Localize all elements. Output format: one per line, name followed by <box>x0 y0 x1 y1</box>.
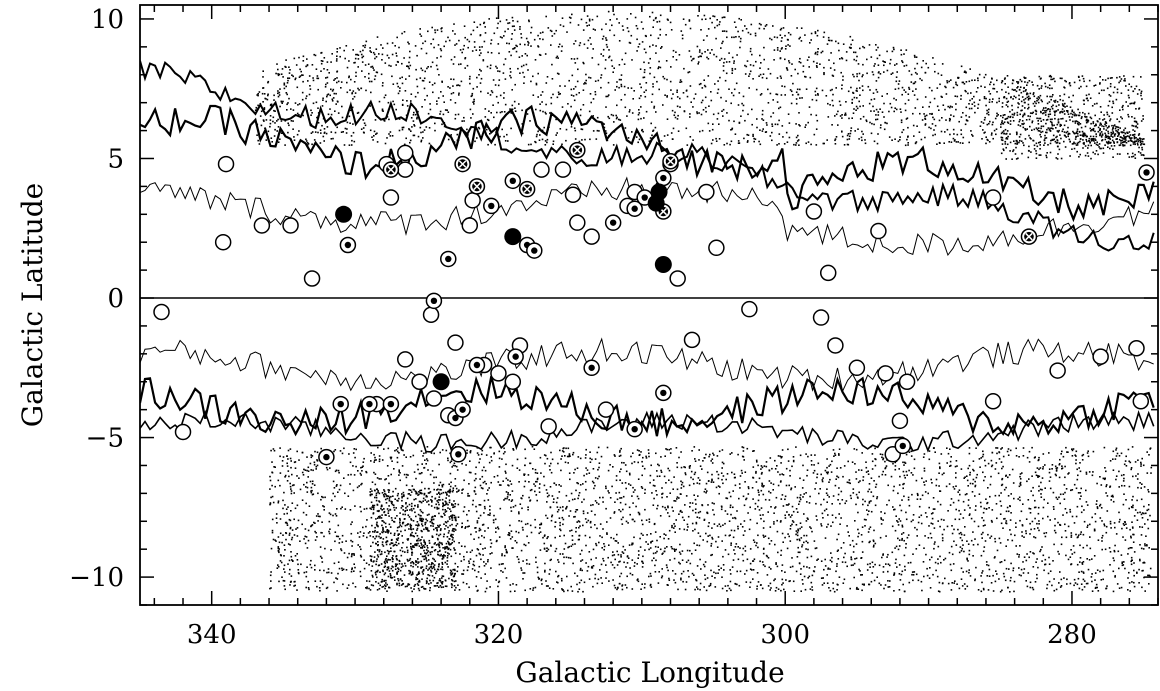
cluster-markers <box>153 141 1155 466</box>
data-point <box>425 390 443 407</box>
data-point <box>504 228 522 246</box>
data-point <box>253 217 271 234</box>
data-point <box>504 172 522 190</box>
data-point <box>655 169 672 187</box>
y-tick-label: −5 <box>86 424 124 454</box>
data-point <box>564 186 582 204</box>
data-point <box>891 412 909 430</box>
data-point <box>626 200 643 217</box>
data-point <box>708 239 725 257</box>
data-point <box>540 418 557 435</box>
data-point <box>464 192 481 209</box>
data-point <box>454 155 471 173</box>
data-point <box>1020 228 1038 245</box>
star-field <box>254 10 1153 593</box>
data-point <box>984 189 1002 206</box>
data-point <box>870 222 887 240</box>
data-point <box>468 356 486 374</box>
data-point <box>361 395 378 413</box>
data-point <box>411 373 428 390</box>
data-point <box>490 365 507 382</box>
data-point <box>447 334 464 351</box>
data-point <box>533 161 550 178</box>
y-tick-label: 10 <box>91 5 124 35</box>
data-point <box>848 359 866 377</box>
tick-labels: 340 320 300 280 10 5 0 −5 −10 <box>69 5 1097 650</box>
data-point <box>332 395 349 413</box>
data-point <box>1049 362 1066 379</box>
data-point <box>1132 393 1150 410</box>
data-point <box>805 203 823 220</box>
data-point <box>569 214 586 231</box>
data-point <box>483 197 500 215</box>
data-point <box>397 351 414 368</box>
x-tick-label: 340 <box>187 620 237 650</box>
data-point <box>669 270 686 287</box>
data-point <box>432 373 450 391</box>
data-point <box>422 306 440 324</box>
data-point <box>583 359 600 377</box>
data-point <box>282 217 299 234</box>
data-point <box>518 180 536 198</box>
y-tick-label: 0 <box>107 284 124 314</box>
x-tick-label: 300 <box>760 620 810 650</box>
data-point <box>898 373 916 390</box>
data-point <box>450 446 467 463</box>
data-point <box>650 183 668 201</box>
y-tick-label: 5 <box>107 144 124 174</box>
data-point <box>174 423 192 441</box>
data-point <box>454 401 471 418</box>
data-point <box>819 264 837 282</box>
data-point <box>461 217 479 234</box>
data-point <box>827 337 844 354</box>
data-point <box>662 153 679 170</box>
data-point <box>1092 348 1109 365</box>
extinction-contours <box>140 60 1155 453</box>
data-point <box>214 233 232 251</box>
data-point <box>604 214 622 231</box>
data-point <box>318 448 335 466</box>
data-point <box>554 161 572 178</box>
data-point <box>468 178 486 195</box>
data-point <box>569 141 586 159</box>
data-point <box>583 228 600 245</box>
y-tick-label: −10 <box>69 563 124 593</box>
data-point <box>894 437 912 455</box>
data-point <box>217 155 235 173</box>
data-point <box>1138 164 1155 181</box>
data-point <box>153 303 170 321</box>
data-point <box>812 309 830 326</box>
data-point <box>626 420 643 438</box>
plot-frame <box>139 4 1159 606</box>
data-point <box>504 373 522 390</box>
data-point <box>397 161 414 178</box>
data-point <box>425 292 443 310</box>
data-point <box>984 393 1002 410</box>
data-point <box>303 270 321 287</box>
data-point <box>335 205 353 223</box>
data-point <box>741 300 758 318</box>
data-point <box>698 183 715 201</box>
data-point <box>397 144 414 162</box>
data-point <box>507 348 524 365</box>
data-point <box>382 395 400 413</box>
data-point <box>597 401 615 418</box>
x-axis-title: Galactic Longitude <box>515 656 784 689</box>
data-point <box>339 236 357 254</box>
data-point <box>655 384 672 402</box>
data-point <box>382 189 400 206</box>
data-point <box>654 256 672 274</box>
data-point <box>526 242 543 259</box>
data-point <box>1128 340 1145 357</box>
y-axis-title: Galactic Latitude <box>16 183 49 427</box>
x-tick-label: 280 <box>1047 620 1097 650</box>
axis-ticks <box>140 5 1159 606</box>
data-point <box>877 365 894 382</box>
data-point <box>440 250 457 268</box>
data-point <box>683 331 701 349</box>
x-tick-label: 320 <box>474 620 524 650</box>
data-point <box>382 161 400 178</box>
